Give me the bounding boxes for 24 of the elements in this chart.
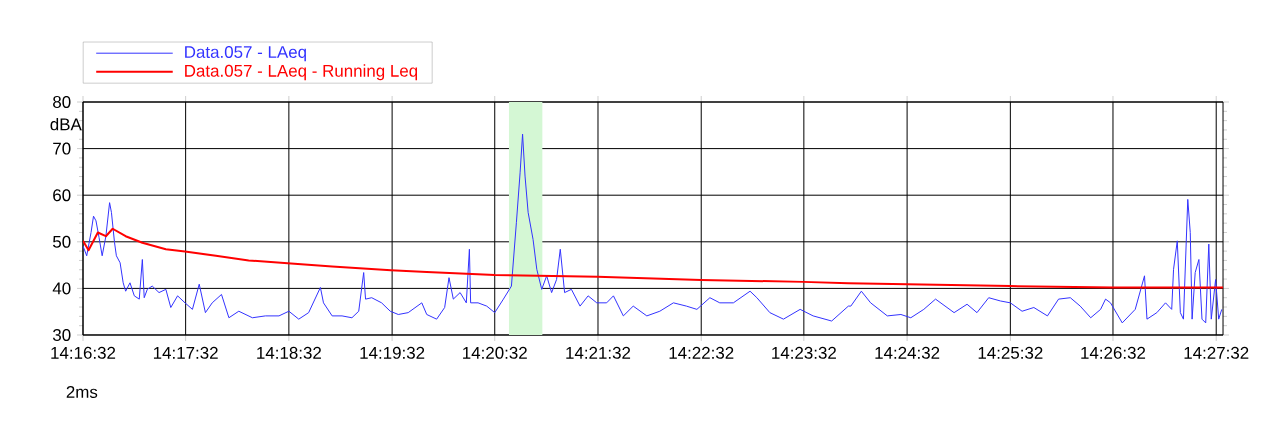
x-tick-label: 14:19:32 bbox=[360, 346, 425, 359]
x-tick-label: 14:16:32 bbox=[51, 346, 116, 359]
x-tick-label: 14:18:32 bbox=[257, 346, 321, 359]
y-tick-label: 40 bbox=[52, 282, 71, 295]
x-tick-label: 14:20:32 bbox=[463, 346, 527, 359]
line-series bbox=[83, 227, 1224, 289]
x-tick-label: 14:24:32 bbox=[875, 346, 940, 359]
y-tick-label: 30 bbox=[52, 329, 71, 341]
y-tick-label: 70 bbox=[53, 142, 71, 155]
x-tick-label: 14:21:32 bbox=[566, 346, 631, 359]
text: 2ms bbox=[66, 386, 98, 398]
x-tick-label: 14:23:32 bbox=[772, 346, 836, 359]
legend-label: Data.057 - LAeq - Running Leq bbox=[185, 64, 418, 81]
y-tick-label: 50 bbox=[52, 235, 71, 248]
x-tick-label: 14:26:32 bbox=[1081, 346, 1146, 359]
legend-label: Data.057 - LAeq bbox=[185, 46, 306, 62]
x-tick-label: 14:22:32 bbox=[669, 346, 734, 359]
x-tick-label: 14:27:32 bbox=[1184, 346, 1249, 359]
y-axis-title: dBA bbox=[50, 117, 82, 131]
x-tick-label: 14:25:32 bbox=[978, 346, 1043, 359]
x-tick-label: 14:17:32 bbox=[153, 346, 218, 359]
y-tick-label: 80 bbox=[53, 96, 71, 108]
y-tick-label: 60 bbox=[53, 189, 71, 202]
line-series bbox=[83, 133, 1223, 324]
